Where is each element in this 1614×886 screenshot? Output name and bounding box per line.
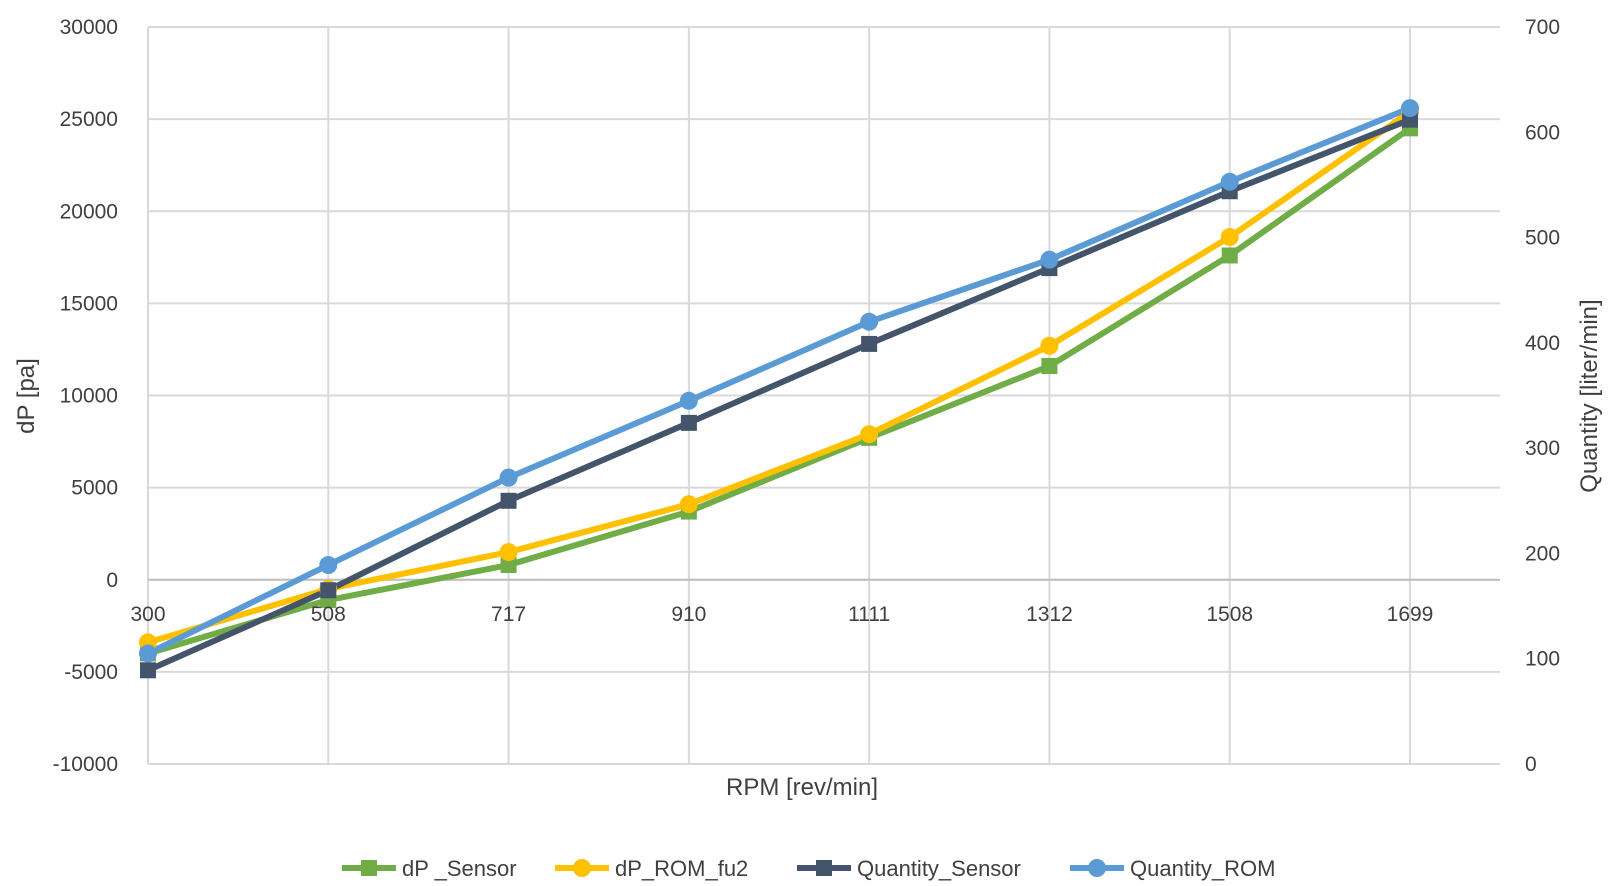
- data-point: [860, 425, 879, 444]
- data-point: [1220, 228, 1239, 247]
- data-point: [1401, 99, 1419, 118]
- y-axis-right-title: Quantity [liter/min]: [1576, 299, 1603, 492]
- y-tick-label: 15000: [60, 292, 118, 315]
- data-point: [679, 495, 698, 514]
- data-point: [861, 335, 878, 352]
- y-tick-label: 0: [106, 569, 118, 592]
- y2-tick-label: 200: [1525, 542, 1560, 565]
- data-point: [679, 391, 698, 410]
- legend-label: Quantity_Sensor: [857, 856, 1021, 881]
- y-tick-label: 20000: [60, 200, 118, 223]
- data-point: [139, 644, 157, 663]
- series-line-2: [145, 116, 1413, 674]
- x-axis-title: RPM [rev/min]: [726, 774, 878, 801]
- data-point: [1041, 358, 1058, 375]
- x-tick-label: 1312: [1026, 603, 1073, 626]
- y2-tick-label: 600: [1525, 121, 1560, 144]
- series-line-0: [145, 125, 1413, 657]
- data-point: [680, 414, 697, 431]
- data-point: [500, 492, 517, 509]
- data-point: [1220, 172, 1239, 191]
- series-line-1: [145, 108, 1413, 646]
- y-tick-label: 10000: [60, 385, 118, 408]
- x-tick-label: 300: [130, 603, 165, 626]
- data-point: [500, 557, 517, 574]
- data-point: [1040, 336, 1059, 355]
- series-markers: [139, 99, 1419, 679]
- data-point: [140, 662, 156, 679]
- y2-tick-label: 500: [1525, 227, 1560, 250]
- y2-tick-label: 100: [1525, 648, 1560, 671]
- legend-marker: [361, 860, 377, 876]
- series-lines: [145, 105, 1413, 674]
- y-axis-left-ticks: -10000 -5000 0 5000 10000 15000 20000 25000 3000…: [53, 16, 118, 776]
- x-tick-label: 717: [491, 603, 526, 626]
- data-point: [1040, 250, 1059, 269]
- x-axis-ticks: 300 508 717 910 1111 1312 1508 1699: [130, 603, 1433, 626]
- data-point: [499, 468, 518, 487]
- legend-label: dP_ROM_fu2: [615, 856, 748, 881]
- y-tick-label: 30000: [60, 16, 118, 39]
- x-tick-label: 1508: [1206, 603, 1253, 626]
- gridlines: [147, 26, 1500, 765]
- x-tick-label: 1111: [848, 603, 890, 626]
- y2-tick-label: 0: [1525, 753, 1537, 776]
- x-tick-label: 508: [311, 603, 346, 626]
- data-point: [860, 312, 879, 331]
- x-tick-label: 910: [671, 603, 706, 626]
- y-tick-label: -10000: [53, 753, 118, 776]
- y-tick-label: 25000: [60, 108, 118, 131]
- y-tick-label: 5000: [71, 477, 118, 500]
- series-line-3: [145, 105, 1413, 657]
- y-axis-left-title: dP [pa]: [13, 358, 40, 434]
- x-tick-label: 1699: [1387, 603, 1434, 626]
- y2-tick-label: 300: [1525, 437, 1560, 460]
- legend-label: Quantity_ROM: [1130, 856, 1276, 881]
- legend-label: dP _Sensor: [402, 856, 517, 881]
- legend-marker: [816, 860, 832, 876]
- legend-marker: [1088, 859, 1106, 877]
- data-point: [1221, 247, 1238, 264]
- data-point: [499, 543, 518, 562]
- y-axis-right-ticks: 0 100 200 300 400 500 600 700: [1525, 16, 1560, 776]
- y-tick-label: -5000: [64, 661, 118, 684]
- data-point: [319, 556, 338, 575]
- legend: dP _Sensor dP_ROM_fu2 Quantity_Sensor Quant…: [342, 856, 1276, 881]
- y2-tick-label: 400: [1525, 332, 1560, 355]
- data-point: [320, 582, 337, 599]
- y2-tick-label: 700: [1525, 16, 1560, 39]
- legend-marker: [573, 859, 591, 877]
